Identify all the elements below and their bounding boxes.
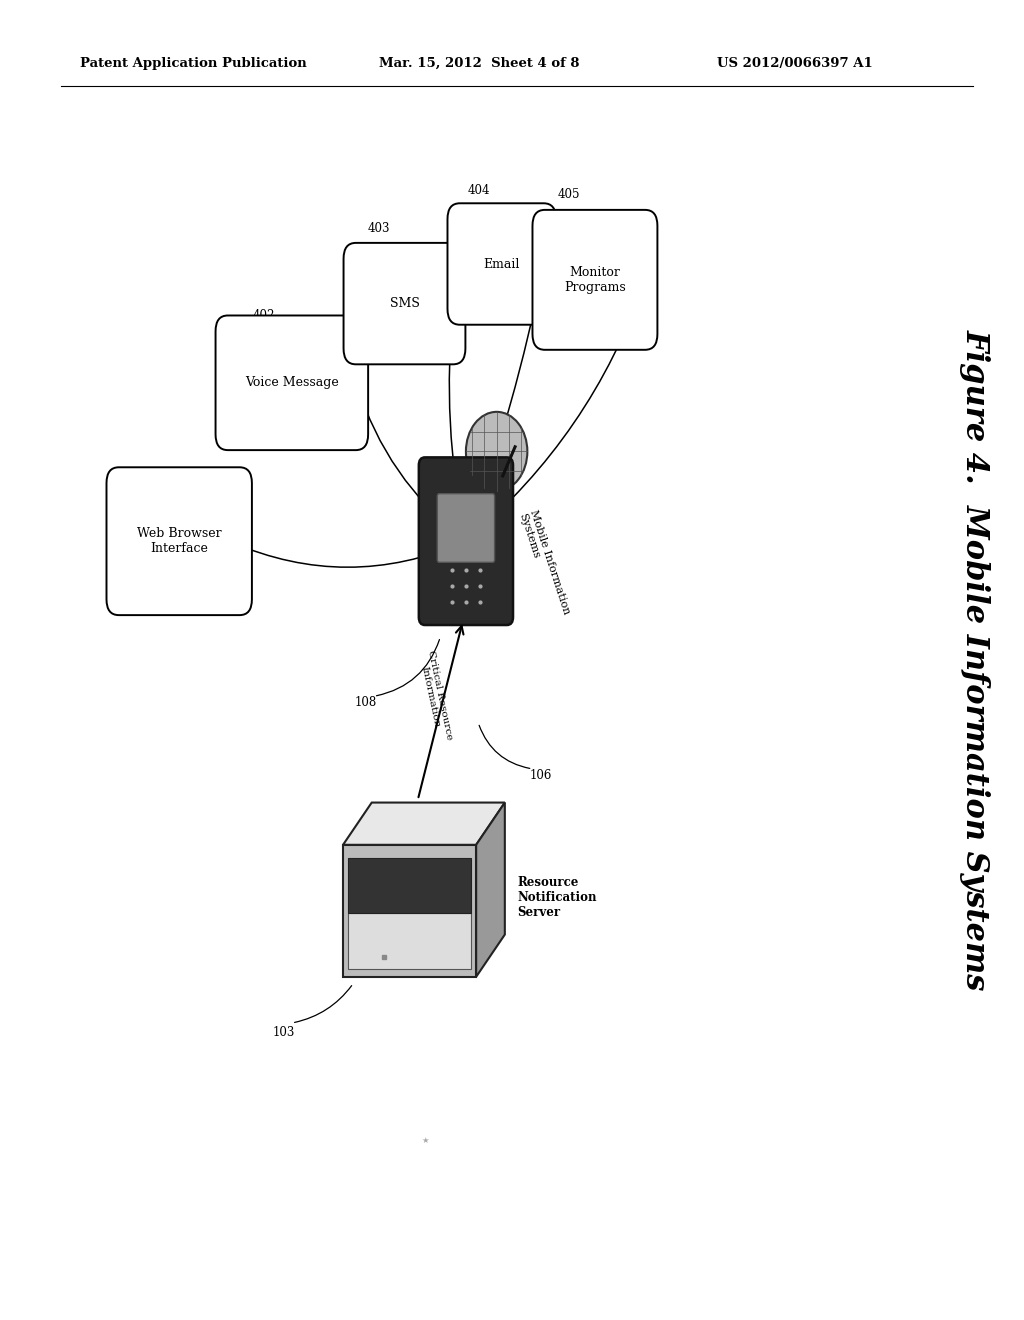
FancyBboxPatch shape	[215, 315, 368, 450]
Text: Patent Application Publication: Patent Application Publication	[80, 57, 306, 70]
Text: US 2012/0066397 A1: US 2012/0066397 A1	[717, 57, 872, 70]
FancyArrowPatch shape	[467, 267, 543, 539]
Text: SMS: SMS	[389, 297, 420, 310]
FancyArrowPatch shape	[468, 282, 644, 540]
Polygon shape	[343, 803, 505, 845]
Text: Mar. 15, 2012  Sheet 4 of 8: Mar. 15, 2012 Sheet 4 of 8	[379, 57, 580, 70]
Text: 405: 405	[558, 187, 581, 201]
FancyBboxPatch shape	[532, 210, 657, 350]
Text: 404: 404	[468, 183, 490, 197]
Text: ★: ★	[421, 1137, 429, 1144]
Text: Figure 4.  Mobile Information Systems: Figure 4. Mobile Information Systems	[959, 329, 990, 991]
Text: Voice Message: Voice Message	[245, 376, 339, 389]
FancyArrowPatch shape	[357, 385, 464, 540]
Text: 401: 401	[134, 471, 157, 484]
FancyBboxPatch shape	[437, 494, 495, 562]
Text: 402: 402	[253, 309, 275, 322]
FancyArrowPatch shape	[450, 306, 465, 539]
Bar	[343, 845, 476, 977]
Polygon shape	[476, 803, 505, 977]
Bar	[348, 913, 471, 969]
FancyBboxPatch shape	[447, 203, 556, 325]
Text: 103: 103	[272, 1026, 295, 1039]
Text: Monitor
Programs: Monitor Programs	[564, 265, 626, 294]
FancyBboxPatch shape	[344, 243, 465, 364]
Text: Critical Resource
Information: Critical Resource Information	[416, 649, 455, 743]
FancyBboxPatch shape	[106, 467, 252, 615]
Circle shape	[466, 412, 527, 491]
Text: Resource
Notification
Server: Resource Notification Server	[517, 876, 597, 919]
FancyArrowPatch shape	[231, 543, 464, 568]
Text: 403: 403	[368, 222, 390, 235]
Text: Web Browser
Interface: Web Browser Interface	[137, 527, 221, 556]
Text: Mobile Information
Systems: Mobile Information Systems	[517, 508, 571, 619]
Bar	[348, 858, 471, 913]
Text: 108: 108	[354, 697, 377, 709]
FancyBboxPatch shape	[419, 458, 513, 626]
Text: 106: 106	[529, 770, 552, 781]
Text: Email: Email	[483, 257, 520, 271]
